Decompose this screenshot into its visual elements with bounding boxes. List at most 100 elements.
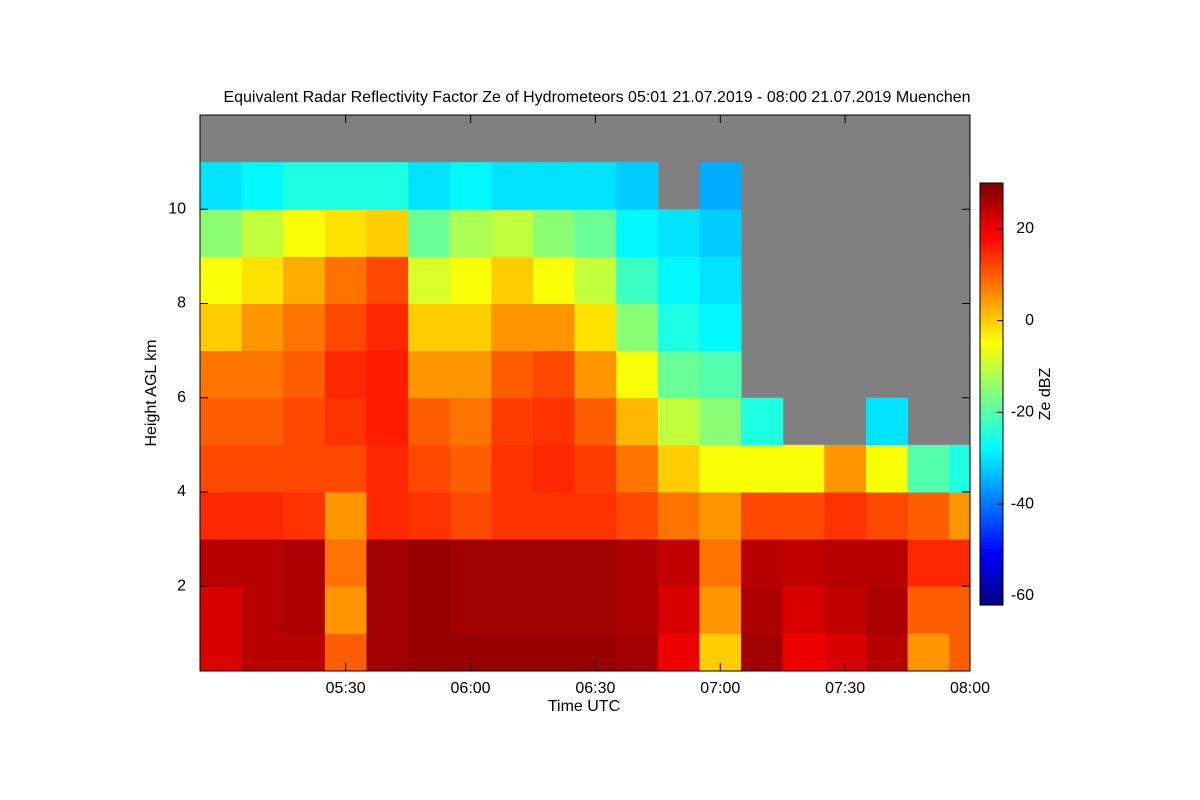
colorbar-step — [980, 510, 1003, 515]
colorbar-step — [980, 478, 1003, 483]
heat-cell — [532, 633, 576, 671]
heat-cell — [366, 491, 409, 540]
colorbar-step — [980, 408, 1003, 413]
colorbar-step — [980, 302, 1003, 307]
heat-cell — [366, 209, 409, 257]
colorbar-frame — [979, 182, 1004, 606]
heat-cell — [865, 539, 909, 587]
heat-cell — [699, 350, 742, 399]
colorbar-step — [980, 281, 1003, 286]
heat-cell — [200, 162, 243, 210]
heat-cell — [574, 539, 617, 587]
colorbar-step — [980, 197, 1003, 202]
heat-cell — [616, 256, 659, 304]
colorbar-step — [980, 464, 1003, 469]
heat-cell — [200, 350, 243, 399]
heat-cell — [449, 209, 492, 257]
heat-cell — [699, 586, 742, 634]
heat-cell — [782, 586, 825, 634]
colorbar-step — [980, 524, 1003, 529]
colorbar-step — [980, 457, 1003, 462]
heat-cell — [574, 444, 617, 493]
colorbar-step — [980, 436, 1003, 441]
colorbar-step — [980, 390, 1003, 395]
colorbar-step — [980, 270, 1003, 276]
heat-cell — [491, 209, 534, 257]
colorbar-step — [980, 415, 1003, 420]
colorbar-step — [980, 597, 1003, 603]
heat-cell — [408, 303, 451, 352]
heat-cell — [616, 209, 659, 257]
colorbar-step — [980, 190, 1003, 195]
heat-cell — [699, 539, 742, 587]
heat-cell — [741, 491, 784, 540]
heat-cell — [532, 162, 576, 210]
heat-cell — [657, 303, 700, 352]
colorbar-step — [980, 443, 1003, 448]
heat-cell — [699, 209, 742, 257]
colorbar-step — [980, 246, 1003, 251]
heat-cell — [949, 539, 970, 587]
colorbar-step — [980, 520, 1003, 525]
colorbar-step — [980, 313, 1003, 318]
colorbar-step — [980, 295, 1003, 300]
heat-cell — [657, 209, 700, 257]
heat-cell — [865, 444, 909, 493]
colorbar-step — [980, 221, 1003, 226]
heat-cell — [408, 256, 451, 304]
heat-cell — [324, 162, 367, 210]
heat-cell — [699, 491, 742, 540]
heat-cell — [741, 539, 784, 587]
colorbar-step — [980, 386, 1003, 392]
heat-cell — [241, 397, 284, 446]
heat-cell — [865, 397, 909, 446]
heat-cell — [324, 633, 367, 671]
colorbar-step — [980, 485, 1003, 490]
heat-cell — [449, 162, 492, 210]
heat-cell — [616, 586, 659, 634]
heat-cell — [699, 256, 742, 304]
colorbar-step — [980, 204, 1003, 209]
heat-cell — [616, 491, 659, 540]
colorbar-step — [980, 200, 1003, 205]
colorbar-step — [980, 299, 1003, 304]
heat-cell — [241, 444, 284, 493]
colorbar-step — [980, 260, 1003, 265]
colorbar-step — [980, 559, 1003, 564]
heat-cell — [200, 444, 243, 493]
heat-cell — [616, 397, 659, 446]
heat-cell — [449, 539, 492, 587]
heat-cell — [616, 633, 659, 671]
heat-cell — [324, 209, 367, 257]
heat-cell — [532, 444, 576, 493]
heat-cell — [491, 256, 534, 304]
heat-cell — [657, 586, 700, 634]
colorbar-step — [980, 379, 1003, 385]
colorbar-step — [980, 446, 1003, 451]
colorbar-step — [980, 590, 1003, 596]
heat-cell — [408, 162, 451, 210]
heat-cell — [324, 256, 367, 304]
x-tick-label: 06:30 — [575, 680, 615, 697]
heat-cell — [408, 350, 451, 399]
colorbar-step — [980, 355, 1003, 360]
colorbar-step — [980, 513, 1003, 518]
heat-cell — [449, 350, 492, 399]
heat-cell — [200, 209, 243, 257]
colorbar-step — [980, 214, 1003, 219]
colorbar-step — [980, 242, 1003, 247]
heat-cell — [241, 539, 284, 587]
heat-cell — [616, 350, 659, 399]
heat-cell — [366, 162, 409, 210]
colorbar-step — [980, 488, 1003, 494]
heat-cell — [200, 539, 243, 587]
colorbar-step — [980, 306, 1003, 311]
heat-cell — [616, 303, 659, 352]
heat-cell — [824, 491, 867, 540]
colorbar-step — [980, 601, 1003, 606]
heat-cell — [532, 539, 576, 587]
heat-cell — [408, 586, 451, 634]
heat-cell — [532, 256, 576, 304]
heat-cell — [699, 444, 742, 493]
colorbar-step — [980, 517, 1003, 522]
